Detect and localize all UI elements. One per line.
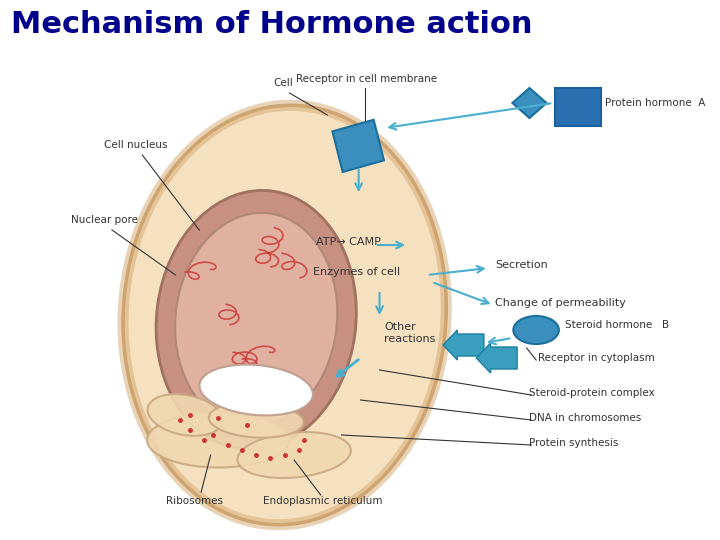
- Text: Steroid-protein complex: Steroid-protein complex: [529, 388, 655, 398]
- Text: Steroid hormone   B: Steroid hormone B: [564, 320, 669, 330]
- FancyArrow shape: [443, 330, 484, 360]
- Ellipse shape: [123, 105, 446, 525]
- Ellipse shape: [148, 394, 222, 436]
- Ellipse shape: [513, 316, 559, 344]
- Text: Receptor in cytoplasm: Receptor in cytoplasm: [538, 353, 654, 363]
- Text: Cell: Cell: [274, 78, 294, 88]
- Text: ATP→ CAMP: ATP→ CAMP: [316, 237, 381, 247]
- Text: Receptor in cell membrane: Receptor in cell membrane: [296, 74, 437, 84]
- Text: Mechanism of Hormone action: Mechanism of Hormone action: [12, 10, 533, 39]
- Text: Change of permeability: Change of permeability: [495, 298, 626, 308]
- Text: Secretion: Secretion: [495, 260, 548, 270]
- Text: Other
reactions: Other reactions: [384, 322, 436, 343]
- Bar: [333, 120, 384, 172]
- Text: Nuclear pore: Nuclear pore: [71, 215, 138, 225]
- Ellipse shape: [238, 432, 351, 478]
- Ellipse shape: [156, 191, 356, 450]
- Ellipse shape: [147, 413, 289, 468]
- Ellipse shape: [199, 364, 313, 415]
- Text: Enzymes of cell: Enzymes of cell: [313, 267, 400, 277]
- Text: Endoplasmic reticulum: Endoplasmic reticulum: [263, 496, 382, 506]
- FancyArrow shape: [477, 343, 517, 373]
- Text: Ribosomes: Ribosomes: [166, 496, 223, 506]
- Ellipse shape: [175, 213, 337, 427]
- Text: Protein hormone  A: Protein hormone A: [606, 98, 706, 108]
- Polygon shape: [513, 88, 546, 118]
- Bar: [555, 88, 600, 126]
- Ellipse shape: [209, 402, 304, 438]
- Text: Protein synthesis: Protein synthesis: [529, 438, 618, 448]
- Text: Cell nucleus: Cell nucleus: [104, 140, 168, 150]
- Text: DNA in chromosomes: DNA in chromosomes: [529, 413, 642, 423]
